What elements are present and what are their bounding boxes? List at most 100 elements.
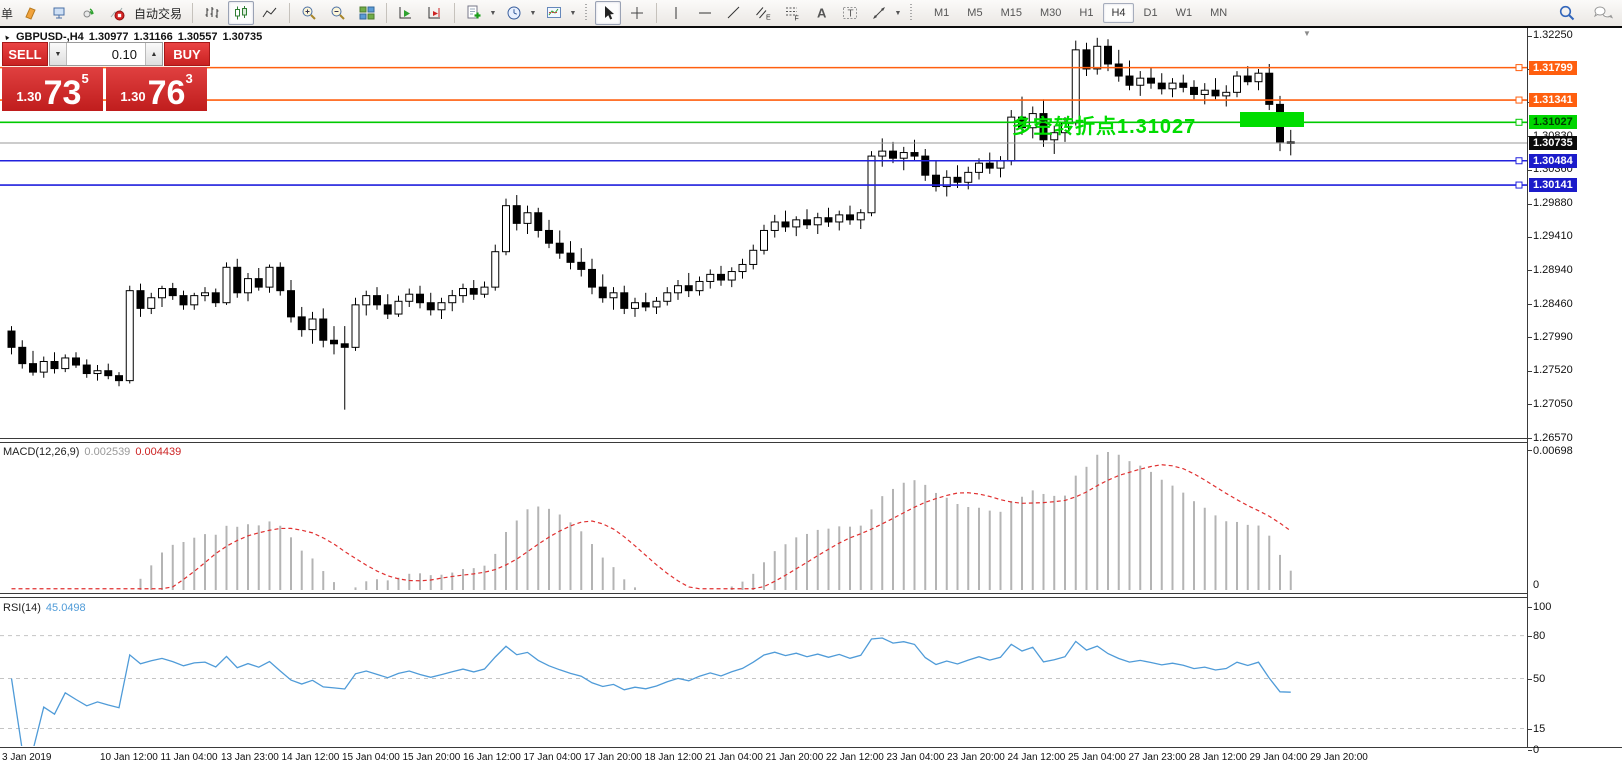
timeframe-m30[interactable]: M30 xyxy=(1039,7,1062,19)
add-indicator-icon[interactable] xyxy=(461,1,487,25)
time-axis-label: 27 Jan 23:00 xyxy=(1128,752,1187,763)
auto-scroll-icon[interactable] xyxy=(393,1,419,25)
time-axis-label: 15 Jan 04:00 xyxy=(342,752,400,763)
arrows-caret[interactable]: ▼ xyxy=(894,9,902,17)
macd-main-value: 0.002539 xyxy=(84,446,131,458)
timeframe-d1[interactable]: D1 xyxy=(1143,7,1158,19)
timeframe-m15[interactable]: M15 xyxy=(1000,7,1022,19)
buy-price-big: 76 xyxy=(147,74,186,112)
data-window-icon[interactable] xyxy=(46,1,72,25)
candlestick-chart-icon[interactable] xyxy=(228,1,255,25)
new-order-button[interactable]: 单 xyxy=(0,1,14,25)
time-axis-label: 11 Jan 04:00 xyxy=(160,752,218,763)
price-label-support-2: 1.30141 xyxy=(1529,178,1577,193)
svg-text:E: E xyxy=(766,15,771,22)
line-chart-icon[interactable] xyxy=(257,1,283,25)
cursor-tool-icon[interactable] xyxy=(595,1,622,25)
svg-text:T: T xyxy=(848,9,854,20)
buy-button[interactable]: BUY xyxy=(164,42,210,66)
rsi-level-tick xyxy=(1528,607,1532,608)
market-watch-icon[interactable] xyxy=(17,1,43,25)
price-tick-label: 1.32250 xyxy=(1533,29,1573,42)
templates-icon[interactable] xyxy=(541,1,567,25)
price-tick-label: 1.28460 xyxy=(1533,297,1573,310)
zoom-out-icon[interactable] xyxy=(325,1,351,25)
arrows-tool-icon[interactable] xyxy=(866,1,892,25)
timeframe-m1[interactable]: M1 xyxy=(934,7,950,19)
sell-price-prefix: 1.30 xyxy=(16,89,42,104)
price-tick-label: 1.26570 xyxy=(1533,431,1573,444)
sell-button[interactable]: SELL xyxy=(2,42,48,66)
news-signal-icon[interactable] xyxy=(75,1,101,25)
timeframe-m5[interactable]: M5 xyxy=(967,7,983,19)
buy-price-box[interactable]: 1.30 76 3 xyxy=(106,67,207,111)
timeframe-mn[interactable]: MN xyxy=(1210,7,1228,19)
price-tick-mark xyxy=(1528,203,1532,205)
main-price-chart[interactable] xyxy=(0,28,1527,438)
zoom-in-icon[interactable] xyxy=(296,1,322,25)
text-label-tool-icon[interactable]: T xyxy=(837,1,863,25)
rsi-level-tick xyxy=(1528,728,1532,730)
one-click-trading-panel: SELL ▼ 0.10 ▲ BUY 1.30 73 5 1.30 76 3 xyxy=(2,42,210,111)
price-tick-mark xyxy=(1528,35,1532,37)
rsi-level-tick xyxy=(1528,635,1532,637)
svg-text:F: F xyxy=(795,16,799,22)
time-axis-label: 10 Jan 12:00 xyxy=(100,752,158,763)
rsi-indicator-label: RSI(14) 45.0498 xyxy=(3,602,86,614)
chat-icon[interactable] xyxy=(1590,1,1616,25)
trendline-tool-icon[interactable] xyxy=(721,1,747,25)
time-scale[interactable]: 3 Jan 2019 10 Jan 12:00 11 Jan 04:00 13 Jan… xyxy=(0,747,1622,766)
templates-caret[interactable]: ▼ xyxy=(569,9,577,17)
toolbar-drag-handle[interactable] xyxy=(909,4,915,22)
fibonacci-tool-icon[interactable]: F xyxy=(779,1,805,25)
periods-caret[interactable]: ▼ xyxy=(529,9,537,17)
toolbar-separator xyxy=(386,3,388,23)
horizontal-line-tool-icon[interactable] xyxy=(692,1,718,25)
svg-text:A: A xyxy=(817,6,827,21)
price-tick-mark xyxy=(1528,404,1532,405)
crosshair-tool-icon[interactable] xyxy=(624,1,650,25)
rsi-value: 45.0498 xyxy=(45,602,86,614)
price-label-resistance-2: 1.31341 xyxy=(1529,93,1577,108)
macd-pane[interactable] xyxy=(0,444,1527,592)
timeframe-h4[interactable]: H4 xyxy=(1103,3,1134,23)
timeframe-w1[interactable]: W1 xyxy=(1175,7,1193,19)
timeframe-h1[interactable]: H1 xyxy=(1079,7,1094,19)
time-axis-label: 23 Jan 20:00 xyxy=(947,752,1005,763)
equidistant-channel-tool-icon[interactable]: E xyxy=(750,1,776,25)
rsi-level-tick xyxy=(1528,678,1532,680)
volume-decrease-button[interactable]: ▼ xyxy=(50,43,67,65)
volume-input[interactable]: 0.10 xyxy=(111,46,137,62)
pane-splitter[interactable] xyxy=(0,593,1527,598)
price-tick-mark xyxy=(1528,236,1532,238)
price-tick-label: 1.27050 xyxy=(1533,397,1573,410)
rsi-level-label: 15 xyxy=(1533,722,1546,735)
sell-price-box[interactable]: 1.30 73 5 xyxy=(2,67,103,111)
vertical-line-tool-icon[interactable] xyxy=(663,1,689,25)
macd-signal-value: 0.004439 xyxy=(135,446,182,458)
chart-shift-icon[interactable] xyxy=(422,1,448,25)
add-indicator-caret[interactable]: ▼ xyxy=(489,9,497,17)
symbol-ohlc-label: ▲ GBPUSD-,H4 1.30977 1.31166 1.30557 1.3… xyxy=(2,31,262,43)
search-icon[interactable] xyxy=(1554,1,1580,25)
toolbar-drag-handle[interactable] xyxy=(584,4,590,22)
timeframe-toolbar: M1 M5 M15 M30 H1 H4 D1 W1 MN xyxy=(926,3,1235,23)
macd-axis-min: 0 xyxy=(1533,579,1540,591)
rsi-pane[interactable] xyxy=(0,600,1527,746)
autotrading-label[interactable]: 自动交易 xyxy=(134,6,183,21)
macd-name: MACD(12,26,9) xyxy=(3,446,80,458)
toolbar-separator xyxy=(454,3,456,23)
periods-clock-icon[interactable] xyxy=(501,1,527,25)
price-tick-label: 1.29410 xyxy=(1533,230,1573,243)
price-tick-mark xyxy=(1528,337,1532,339)
chart-shift-marker-icon[interactable]: ▼ xyxy=(1303,29,1311,38)
autotrading-icon[interactable] xyxy=(104,1,130,25)
text-tool-icon[interactable]: A xyxy=(808,1,834,25)
pane-splitter[interactable] xyxy=(0,438,1527,443)
sell-price-big: 73 xyxy=(43,74,82,112)
volume-increase-button[interactable]: ▲ xyxy=(145,43,162,65)
time-axis-label: 29 Jan 04:00 xyxy=(1249,752,1308,763)
tile-windows-icon[interactable] xyxy=(354,1,380,25)
bar-chart-icon[interactable] xyxy=(199,1,225,25)
macd-axis-tick xyxy=(1528,450,1532,451)
